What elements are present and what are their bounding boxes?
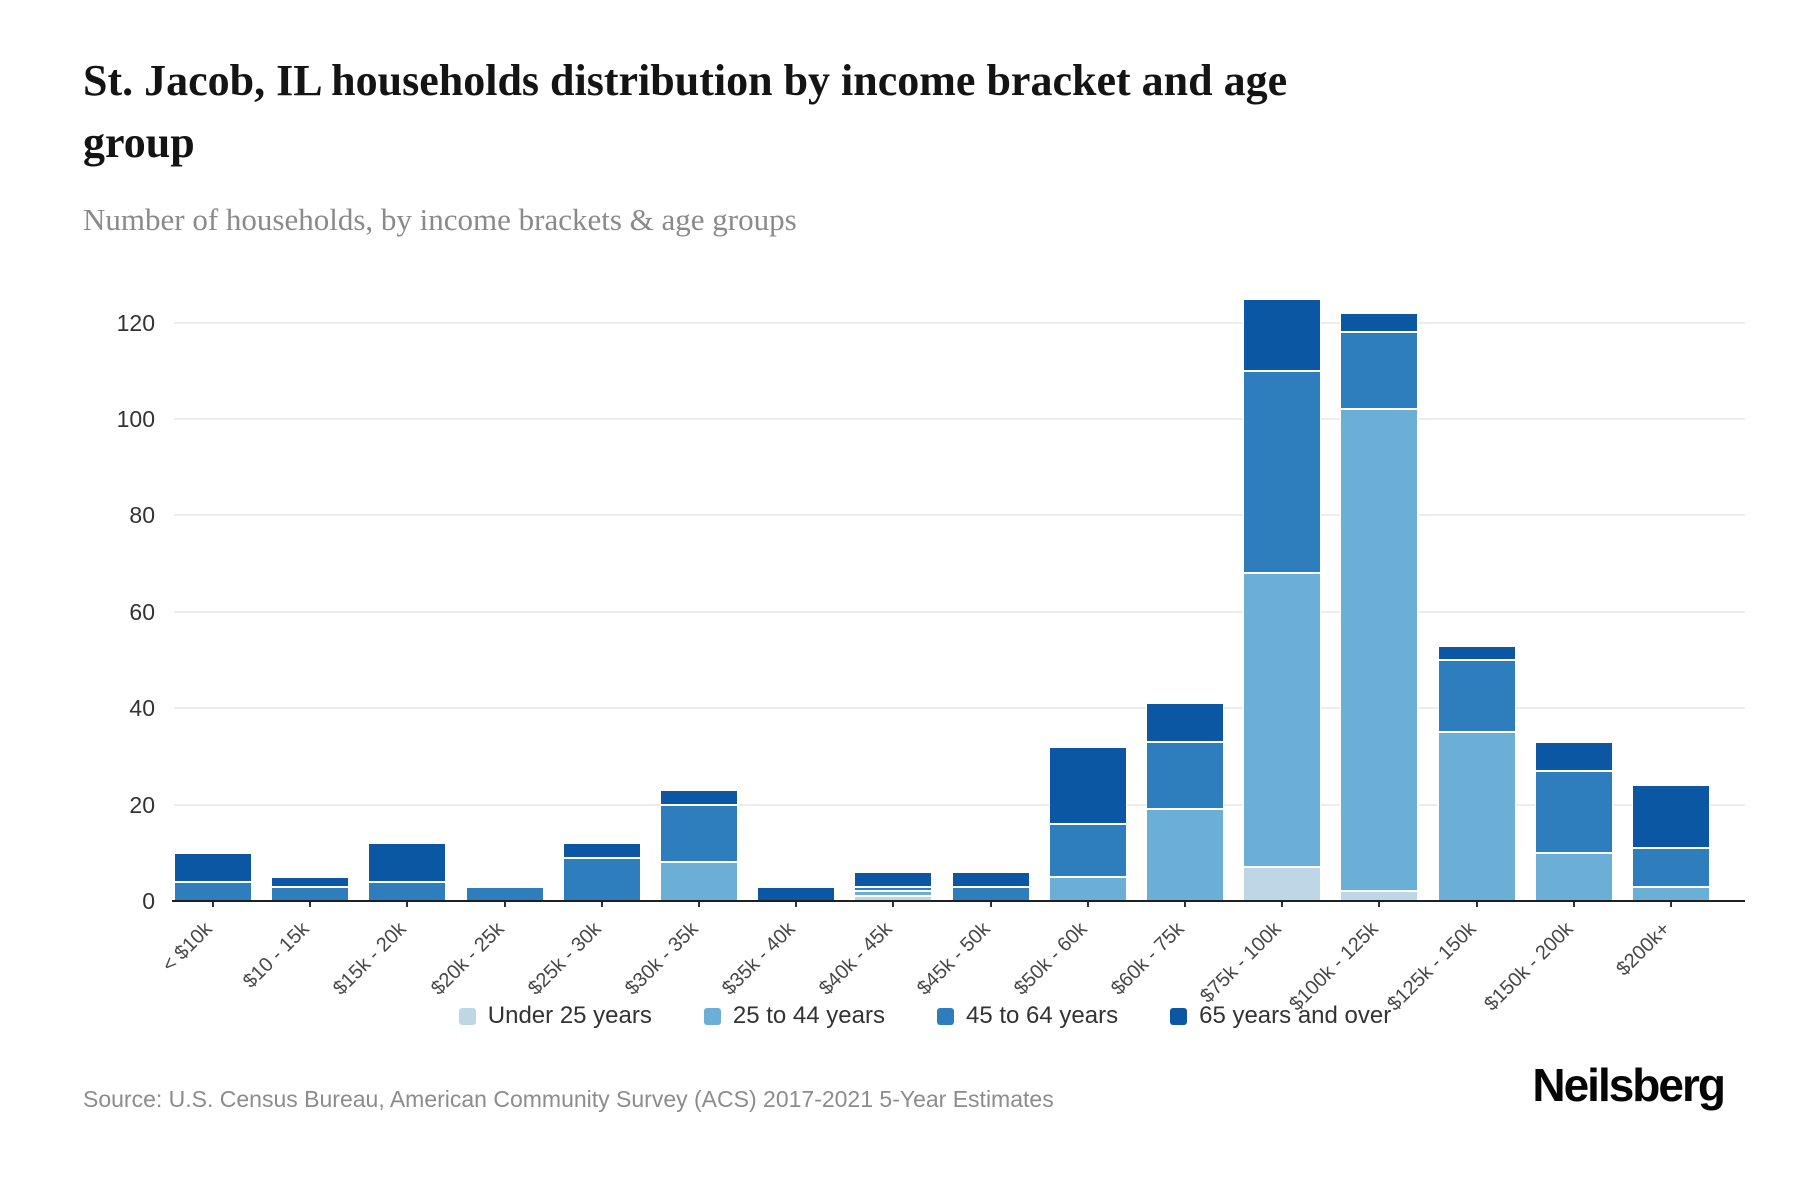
y-gridline bbox=[174, 707, 1745, 710]
y-axis-tick-label: 120 bbox=[116, 309, 155, 336]
bar-segment[interactable] bbox=[271, 876, 350, 887]
bar-segment[interactable] bbox=[1048, 823, 1127, 877]
bar-segment[interactable] bbox=[1243, 298, 1322, 371]
bar-segment[interactable] bbox=[854, 872, 933, 887]
bar-segment[interactable] bbox=[1437, 645, 1516, 660]
bar-segment[interactable] bbox=[1437, 732, 1516, 901]
y-axis-tick-label: 0 bbox=[142, 888, 155, 914]
bar-segment[interactable] bbox=[660, 790, 738, 805]
bar-segment[interactable] bbox=[1243, 573, 1322, 868]
x-axis-tick bbox=[1670, 901, 1672, 907]
y-axis-tick-label: 20 bbox=[129, 791, 155, 818]
bar-segment[interactable] bbox=[757, 886, 836, 901]
bar-segment[interactable] bbox=[562, 843, 641, 858]
y-axis-tick-label: 100 bbox=[116, 406, 155, 432]
source-note: Source: U.S. Census Bureau, American Com… bbox=[83, 1086, 1054, 1112]
y-gridline bbox=[174, 321, 1745, 324]
bar-segment[interactable] bbox=[368, 843, 447, 882]
y-gridline bbox=[174, 418, 1745, 420]
x-axis-tick-label: $30k - 35k bbox=[620, 918, 703, 1000]
bar-segment[interactable] bbox=[854, 886, 933, 892]
y-gridline bbox=[174, 803, 1745, 806]
bar-segment[interactable] bbox=[854, 891, 933, 897]
legend-item[interactable]: Under 25 years bbox=[458, 1002, 652, 1030]
legend-swatch-icon bbox=[1170, 1007, 1188, 1025]
bar-segment[interactable] bbox=[660, 862, 738, 901]
x-axis-line bbox=[172, 900, 1745, 902]
y-axis-tick-label: 80 bbox=[129, 502, 155, 529]
bar-segment[interactable] bbox=[368, 881, 447, 901]
bar-segment[interactable] bbox=[1048, 746, 1127, 824]
legend-label: Under 25 years bbox=[487, 1002, 652, 1029]
bar-segment[interactable] bbox=[1146, 809, 1224, 901]
x-axis-tick bbox=[1475, 901, 1478, 907]
y-gridline bbox=[174, 610, 1745, 613]
bar-segment[interactable] bbox=[1534, 741, 1613, 771]
bar-segment[interactable] bbox=[174, 852, 252, 882]
chart-title: St. Jacob, IL households distribution by… bbox=[83, 56, 1288, 167]
legend-swatch-icon bbox=[703, 1007, 721, 1025]
y-axis-tick-label: 60 bbox=[129, 598, 155, 625]
legend-item[interactable]: 65 years and over bbox=[1170, 1002, 1391, 1030]
bar-segment[interactable] bbox=[951, 872, 1030, 887]
chart-subtitle: Number of households, by income brackets… bbox=[83, 202, 797, 237]
y-gridline bbox=[174, 514, 1745, 517]
x-axis-tick bbox=[600, 901, 603, 907]
x-axis-tick-label: < $10k bbox=[158, 918, 217, 977]
x-axis-tick-label: $25k - 30k bbox=[523, 918, 606, 1000]
legend-item[interactable]: 25 to 44 years bbox=[703, 1002, 885, 1030]
x-axis-tick-label: $60k - 75k bbox=[1106, 918, 1189, 1000]
bar-segment[interactable] bbox=[1437, 660, 1516, 733]
bar-segment[interactable] bbox=[1340, 409, 1419, 892]
bar-segment[interactable] bbox=[1340, 332, 1419, 410]
x-axis-tick bbox=[989, 901, 992, 907]
chart-legend: Under 25 years 25 to 44 years 45 to 64 yea… bbox=[0, 1002, 1800, 1030]
bar-segment[interactable] bbox=[465, 886, 544, 901]
legend-label: 45 to 64 years bbox=[965, 1002, 1119, 1029]
bar-segment[interactable] bbox=[951, 886, 1030, 901]
bar-segment[interactable] bbox=[660, 804, 738, 863]
x-axis-tick bbox=[406, 901, 409, 907]
x-axis-tick bbox=[698, 901, 700, 907]
x-axis-tick bbox=[1086, 901, 1089, 907]
x-axis-tick bbox=[892, 901, 895, 907]
legend-swatch-icon bbox=[936, 1007, 954, 1025]
x-axis-tick bbox=[1184, 901, 1186, 907]
legend-item[interactable]: 45 to 64 years bbox=[936, 1002, 1119, 1030]
x-axis-tick bbox=[1281, 901, 1284, 907]
bar-segment[interactable] bbox=[174, 881, 252, 901]
legend-swatch-icon bbox=[458, 1007, 476, 1025]
legend-label: 65 years and over bbox=[1199, 1002, 1392, 1029]
bar-segment[interactable] bbox=[1243, 370, 1322, 574]
y-axis-tick-label: 40 bbox=[129, 695, 155, 722]
bar-segment[interactable] bbox=[1632, 785, 1710, 848]
bar-segment[interactable] bbox=[1340, 312, 1419, 333]
x-axis-tick bbox=[212, 901, 214, 907]
bar-segment[interactable] bbox=[1146, 741, 1224, 810]
x-axis-tick bbox=[795, 901, 798, 907]
bar-segment[interactable] bbox=[1534, 852, 1613, 901]
x-axis-tick bbox=[1378, 901, 1381, 907]
x-axis-tick bbox=[503, 901, 506, 907]
brand-logo: Neilsberg bbox=[1532, 1059, 1726, 1111]
x-axis-tick bbox=[309, 901, 312, 907]
bar-segment[interactable] bbox=[1243, 867, 1322, 901]
bar-segment[interactable] bbox=[562, 857, 641, 901]
bar-segment[interactable] bbox=[271, 886, 350, 901]
bar-segment[interactable] bbox=[1146, 703, 1224, 742]
x-axis-tick bbox=[1572, 901, 1575, 907]
bar-segment[interactable] bbox=[1534, 770, 1613, 853]
bar-segment[interactable] bbox=[1632, 847, 1710, 887]
bar-segment[interactable] bbox=[1048, 876, 1127, 901]
bar-segment[interactable] bbox=[1632, 886, 1710, 901]
x-axis-tick-label: $50k - 60k bbox=[1009, 918, 1092, 1000]
legend-label: 25 to 44 years bbox=[732, 1002, 885, 1029]
